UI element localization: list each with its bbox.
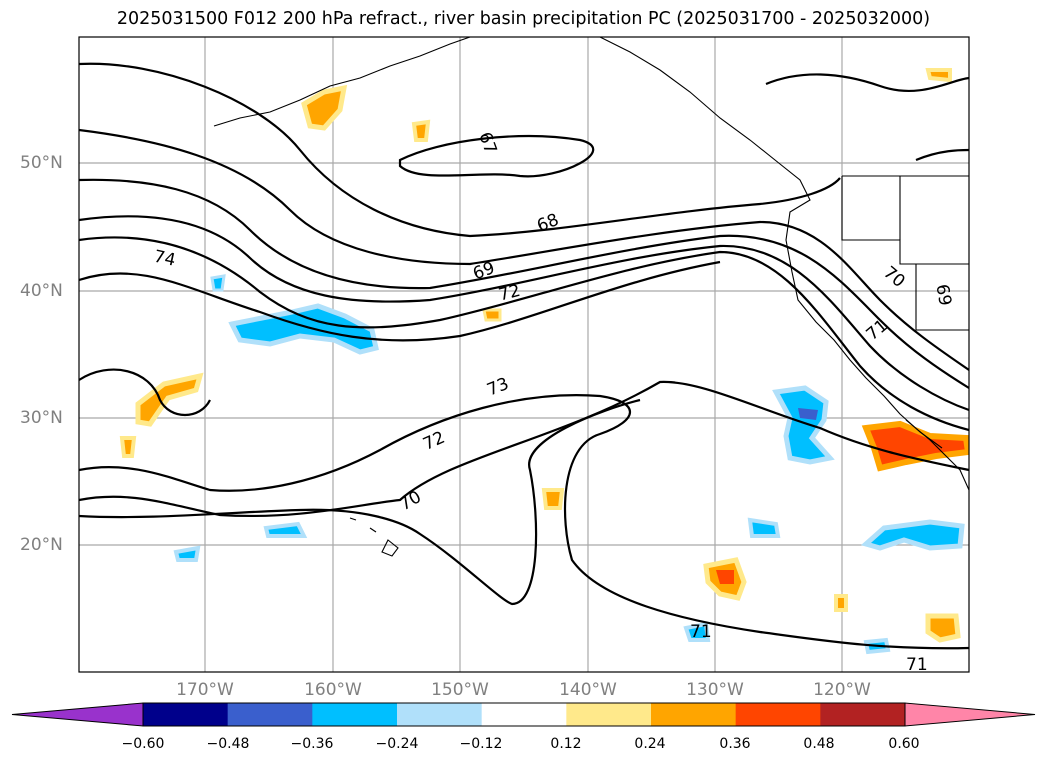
precip-positive-blob bbox=[925, 613, 961, 643]
precip-negative-blob bbox=[263, 521, 308, 538]
precip-positive-blob bbox=[135, 372, 204, 427]
colorbar-segment bbox=[143, 703, 229, 726]
colorbar bbox=[11, 702, 1036, 727]
lon-label: 160°W bbox=[304, 680, 362, 700]
colorbar-segment bbox=[312, 703, 398, 726]
precip-negative-blob bbox=[173, 545, 201, 562]
precip-negative-blob bbox=[860, 519, 965, 551]
colorbar-tick: −0.48 bbox=[206, 736, 250, 752]
colorbar-segment bbox=[227, 703, 313, 726]
precip-negative-blob bbox=[798, 408, 818, 420]
contour-label: 74 bbox=[152, 247, 177, 271]
lon-label: 170°W bbox=[176, 680, 234, 700]
colorbar-tick: −0.60 bbox=[121, 736, 165, 752]
colorbar-frame bbox=[142, 702, 906, 727]
map-frame bbox=[78, 36, 970, 673]
colorbar-tick: 0.60 bbox=[888, 736, 920, 752]
precip-positive-blob bbox=[301, 84, 348, 131]
precip-positive-blob bbox=[834, 594, 848, 612]
lon-label: 150°W bbox=[431, 680, 489, 700]
colorbar-tick: 0.24 bbox=[634, 736, 666, 752]
lon-label: 120°W bbox=[813, 680, 871, 700]
precip-positive-blob bbox=[861, 420, 969, 472]
colorbar-tick: −0.24 bbox=[375, 736, 419, 752]
lat-label: 40°N bbox=[20, 281, 63, 301]
refractivity-contours bbox=[79, 62, 969, 650]
coastlines bbox=[213, 37, 969, 557]
colorbar-segment bbox=[397, 703, 483, 726]
colorbar-extend-low bbox=[11, 702, 144, 727]
lat-label: 30°N bbox=[20, 408, 63, 428]
precip-positive-blob bbox=[482, 308, 502, 322]
colorbar-tick: 0.48 bbox=[803, 736, 835, 752]
lon-label: 130°W bbox=[686, 680, 744, 700]
lat-label: 20°N bbox=[20, 535, 63, 555]
lon-label: 140°W bbox=[559, 680, 617, 700]
map-background bbox=[79, 37, 969, 672]
precip-positive-blob bbox=[925, 68, 952, 83]
colorbar-segment bbox=[651, 703, 737, 726]
colorbar-segment bbox=[735, 703, 821, 726]
colorbar-tick: 0.36 bbox=[719, 736, 751, 752]
map-title: 2025031500 F012 200 hPa refract., river … bbox=[116, 9, 931, 29]
colorbar-segment bbox=[566, 703, 652, 726]
precip-shading bbox=[119, 68, 969, 655]
colorbar-segment bbox=[820, 703, 906, 726]
precip-negative-blob bbox=[210, 274, 226, 292]
precip-negative-blob bbox=[772, 385, 835, 465]
colorbar-tick: −0.12 bbox=[459, 736, 503, 752]
precip-positive-blob bbox=[541, 488, 565, 510]
precip-positive-blob bbox=[411, 119, 431, 142]
precip-positive-blob bbox=[119, 436, 137, 458]
colorbar-tick: −0.36 bbox=[290, 736, 334, 752]
lat-label: 50°N bbox=[20, 153, 63, 173]
precip-negative-blob bbox=[683, 621, 711, 642]
contour-label: 69 bbox=[931, 283, 954, 308]
colorbar-extend-high bbox=[904, 702, 1036, 727]
colorbar-segment bbox=[481, 703, 567, 726]
contour-label: 71 bbox=[690, 622, 712, 642]
precip-negative-blob bbox=[747, 517, 781, 538]
contour-label: 71 bbox=[906, 655, 928, 675]
precip-positive-blob bbox=[716, 570, 734, 584]
colorbar-tick: 0.12 bbox=[550, 736, 582, 752]
